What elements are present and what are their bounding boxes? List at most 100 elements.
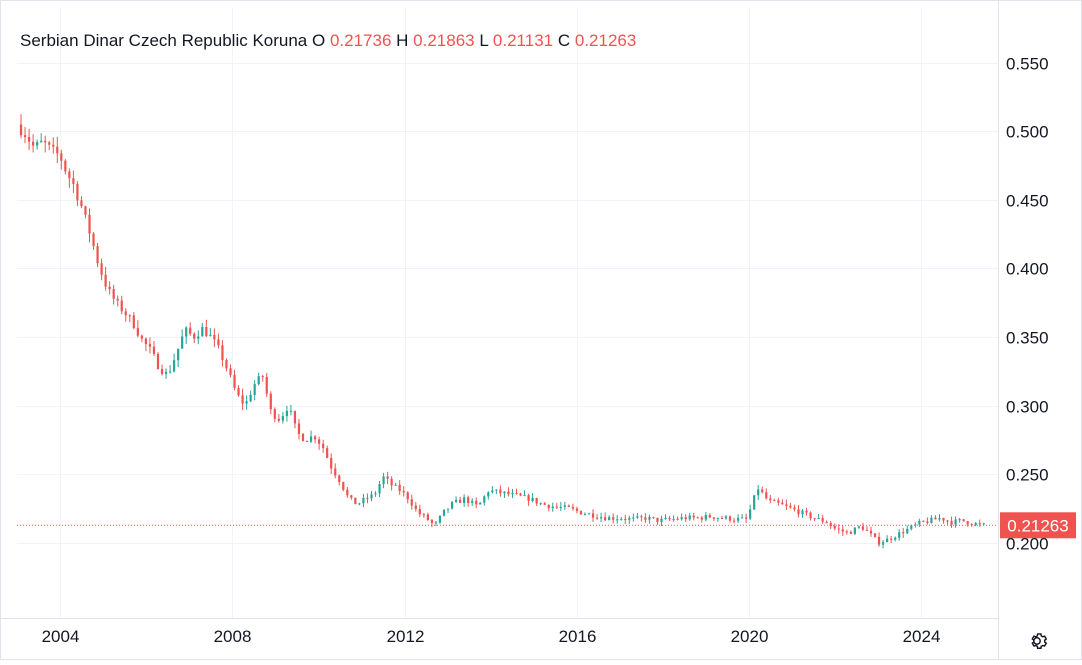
candle-body xyxy=(338,475,341,483)
candle-body xyxy=(728,516,732,521)
candle-body xyxy=(765,492,768,499)
candle-body xyxy=(479,502,482,505)
candle-body xyxy=(189,327,192,334)
candle-body xyxy=(193,333,196,339)
candle-body xyxy=(213,334,216,340)
x-tick-label: 2008 xyxy=(214,627,252,646)
candle-body xyxy=(450,501,454,509)
candle-body xyxy=(402,491,405,493)
candle-body xyxy=(225,360,228,369)
candle-body xyxy=(906,528,909,534)
candle-body xyxy=(962,519,965,522)
y-tick-label: 0.200 xyxy=(1006,535,1049,554)
y-tick-label: 0.300 xyxy=(1006,398,1049,417)
candle-body xyxy=(152,346,156,354)
candle-body xyxy=(608,517,611,521)
candle-body xyxy=(48,142,51,145)
candle-body xyxy=(817,518,820,520)
candle-body xyxy=(688,515,691,520)
candle-body xyxy=(313,436,317,440)
candle-body xyxy=(398,484,401,492)
candle-body xyxy=(265,376,268,394)
candle-body xyxy=(543,503,546,505)
candle-body xyxy=(704,515,707,520)
candle-body xyxy=(128,315,131,317)
y-tick-label: 0.250 xyxy=(1006,466,1049,485)
candle-body xyxy=(136,328,139,336)
candle-body xyxy=(410,499,413,506)
candle-body xyxy=(583,514,587,516)
candle-body xyxy=(591,513,595,518)
y-tick-label: 0.500 xyxy=(1006,123,1049,142)
y-tick-label: 0.350 xyxy=(1006,329,1049,348)
last-price-box xyxy=(1000,512,1076,539)
candle-body xyxy=(515,493,518,495)
candle-body xyxy=(19,124,23,136)
candle-body xyxy=(761,489,764,493)
candle-body xyxy=(40,140,43,143)
candle-body xyxy=(467,497,470,503)
candle-body xyxy=(209,334,212,337)
candle-body xyxy=(418,509,421,515)
candle-body xyxy=(442,509,446,516)
candle-body xyxy=(108,286,111,290)
close-value: 0.21263 xyxy=(574,31,637,50)
candle-body xyxy=(724,516,728,519)
candle-body xyxy=(144,338,148,345)
candle-body xyxy=(346,489,349,496)
close-label: C xyxy=(557,31,571,50)
candle-body xyxy=(559,506,562,508)
candle-body xyxy=(781,502,784,505)
candle-body xyxy=(309,436,313,442)
candle-body xyxy=(861,526,865,530)
candle-body xyxy=(708,515,711,518)
candle-body xyxy=(84,206,87,215)
candle-body xyxy=(527,495,530,501)
candle-body xyxy=(551,506,554,509)
candle-body xyxy=(660,518,663,523)
candle-body xyxy=(833,525,836,529)
candle-body xyxy=(148,344,152,347)
candle-body xyxy=(974,523,977,526)
candle-body xyxy=(511,493,514,495)
candle-body xyxy=(374,493,377,495)
candle-body xyxy=(334,468,337,476)
candle-body xyxy=(27,137,31,142)
candle-body xyxy=(289,410,293,412)
candle-body xyxy=(845,531,848,533)
candle-body xyxy=(954,519,957,525)
candle-body xyxy=(60,153,63,161)
candle-body xyxy=(837,528,840,530)
candle-body xyxy=(587,513,591,515)
candle-body xyxy=(358,503,361,505)
candle-body xyxy=(491,490,494,493)
candle-body xyxy=(293,410,297,424)
candle-body xyxy=(938,518,941,520)
candle-body xyxy=(422,514,425,516)
candle-body xyxy=(877,536,881,545)
candle-body xyxy=(946,520,949,522)
candle-body xyxy=(116,298,119,301)
candle-body xyxy=(394,484,397,486)
candle-body xyxy=(853,527,856,534)
high-value: 0.21863 xyxy=(413,31,475,50)
low-label: L xyxy=(479,31,489,50)
candle-body xyxy=(898,532,901,538)
candle-body xyxy=(483,496,486,503)
candle-body xyxy=(281,416,284,421)
candle-body xyxy=(487,492,490,497)
candle-body xyxy=(44,140,47,143)
open-value: 0.21736 xyxy=(329,31,392,50)
candle-body xyxy=(434,522,438,524)
candle-body xyxy=(636,516,639,518)
candle-body xyxy=(821,518,824,522)
candle-body xyxy=(966,521,969,525)
candle-body xyxy=(805,510,808,513)
candle-body xyxy=(446,508,450,510)
gear-icon[interactable] xyxy=(1026,630,1048,652)
candle-body xyxy=(140,335,143,339)
x-tick-label: 2020 xyxy=(731,627,769,646)
candle-body xyxy=(809,512,812,519)
